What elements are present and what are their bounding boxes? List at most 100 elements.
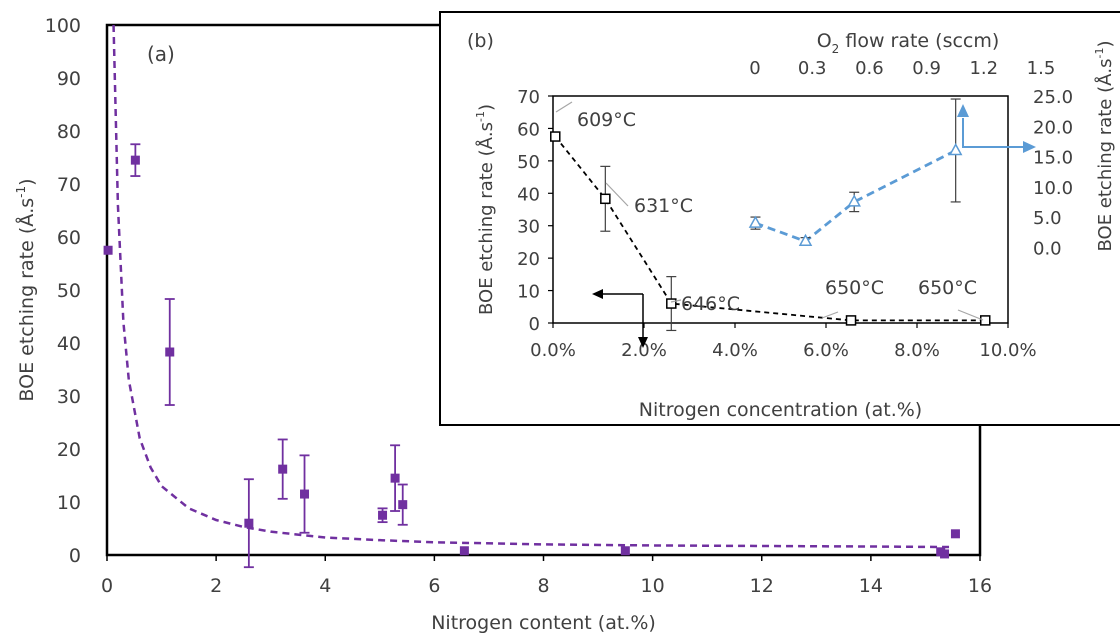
data-point: [103, 245, 113, 255]
x-tick-label-b: 6.0%: [803, 340, 849, 361]
data-point: [390, 473, 400, 483]
y2-tick-label-b: 0.0: [1033, 238, 1062, 259]
data-point: [950, 529, 960, 539]
x-tick-label-b: 8.0%: [894, 340, 940, 361]
y-tick-label-b: 0: [529, 314, 540, 335]
y2-label-tail-b: ): [1095, 40, 1116, 47]
y-tick-label-b: 20: [517, 249, 540, 270]
y-tick-label-a: 90: [57, 68, 81, 90]
x-tick-label-b: 0.0%: [530, 340, 576, 361]
y-tick-label-b: 30: [517, 217, 540, 238]
data-point-b: [550, 131, 561, 142]
x2-label-base: O: [817, 30, 832, 52]
y-axis-label-b: BOE etching rate (Å.s-1): [474, 104, 497, 315]
data-point: [620, 546, 630, 556]
y-tick-label-a: 20: [57, 439, 81, 461]
data-point: [244, 518, 254, 528]
y2-tick-label-b: 10.0: [1033, 178, 1073, 199]
right-axis-arrow: [962, 118, 1024, 148]
left-axis-arrowhead: [592, 289, 603, 299]
x-axis-label-b: Nitrogen concentration (at.%): [639, 399, 922, 421]
y-label-sup: -1: [14, 186, 28, 198]
plot-area-b: [552, 95, 1009, 324]
x2-tick-label-b: 0.9: [912, 58, 941, 79]
series-line-right: [754, 149, 957, 243]
y-label-tail-b: ): [476, 104, 497, 111]
y2-tick-label-b: 20.0: [1033, 117, 1073, 138]
y2-axis-label-b: BOE etching rate (Å.s-1): [1093, 40, 1116, 251]
data-point-b: [847, 194, 861, 207]
y-tick-label-a: 30: [57, 386, 81, 408]
data-point: [300, 489, 310, 499]
x-tick-label-b: 2.0%: [621, 340, 667, 361]
y-label-tail: ): [16, 178, 38, 185]
y-tick-label-a: 60: [57, 227, 81, 249]
data-point: [165, 347, 175, 357]
temperature-label: 646°C: [681, 293, 740, 315]
temperature-label: 609°C: [577, 109, 636, 131]
data-point-b: [948, 142, 963, 156]
temperature-label: 650°C: [825, 277, 884, 299]
y2-label-sup-b: -1: [1093, 48, 1106, 59]
x2-label-sub: 2: [832, 42, 840, 56]
annotation-leader: [957, 309, 984, 321]
annotation-leader: [670, 299, 682, 303]
inset-frame: [439, 11, 1120, 426]
y-tick-label-b: 50: [517, 152, 540, 173]
x-tick-label-a: 2: [210, 575, 222, 597]
data-point-b: [666, 298, 677, 309]
x-tick-label-b: 10.0%: [979, 340, 1036, 361]
data-point-b: [748, 215, 763, 228]
y-tick-label-b: 40: [517, 184, 540, 205]
right-axis-arrowhead-up: [957, 104, 969, 117]
data-point: [398, 500, 408, 510]
y-tick-label-b: 10: [517, 282, 540, 303]
x-axis-label-a: Nitrogen content (at.%): [431, 612, 656, 634]
data-point-b: [600, 193, 611, 205]
temperature-label: 650°C: [918, 277, 977, 299]
y2-tick-label-b: 5.0: [1033, 208, 1062, 229]
panel-label-a: (a): [147, 42, 175, 66]
y2-tick-label-b: 15.0: [1033, 148, 1073, 169]
x2-tick-label-b: 1.5: [1027, 58, 1056, 79]
x2-label-tail: flow rate (sccm): [839, 30, 999, 52]
x-tick-label-a: 10: [641, 575, 665, 597]
data-point-b: [845, 315, 857, 326]
right-axis-arrowhead-right: [1023, 141, 1036, 153]
temperature-label: 631°C: [634, 195, 693, 217]
left-axis-arrowhead-down: [638, 337, 648, 348]
y2-label-base-b: BOE etching rate (Å.s: [1094, 58, 1116, 251]
y-tick-label-a: 100: [45, 15, 81, 37]
y-tick-label-a: 70: [57, 174, 81, 196]
x2-axis-label-b: O2 flow rate (sccm): [817, 30, 1000, 56]
y-tick-label-b: 60: [517, 119, 540, 140]
y-tick-label-a: 40: [57, 333, 81, 355]
y-axis-label-a: BOE etching rate (Å.s-1): [14, 178, 38, 401]
x-tick-label-a: 8: [537, 575, 549, 597]
y-label-base: BOE etching rate (Å.s: [15, 198, 38, 402]
x-tick-label-a: 4: [319, 575, 331, 597]
annotation-leader: [555, 101, 573, 113]
annotation-leader: [605, 182, 629, 207]
y-label-base-b: BOE etching rate (Å.s: [475, 122, 497, 315]
y-tick-label-a: 50: [57, 280, 81, 302]
x-tick-label-b: 4.0%: [712, 340, 758, 361]
y-tick-label-a: 80: [57, 121, 81, 143]
x2-tick-label-b: 1.2: [969, 58, 998, 79]
x-tick-label-a: 6: [428, 575, 440, 597]
data-point: [940, 549, 950, 559]
y-label-sup-b: -1: [474, 111, 487, 122]
x2-tick-label-b: 0: [749, 58, 760, 79]
y2-tick-label-b: 25.0: [1033, 87, 1073, 108]
x-tick-label-a: 14: [859, 575, 883, 597]
data-point: [130, 155, 140, 165]
x-tick-label-a: 16: [968, 575, 992, 597]
x-tick-label-a: 0: [101, 575, 113, 597]
data-point: [459, 546, 469, 556]
data-point: [378, 510, 388, 520]
y-tick-label-a: 0: [69, 545, 81, 567]
annotation-leader: [821, 311, 839, 319]
panel-label-b: (b): [467, 30, 494, 52]
